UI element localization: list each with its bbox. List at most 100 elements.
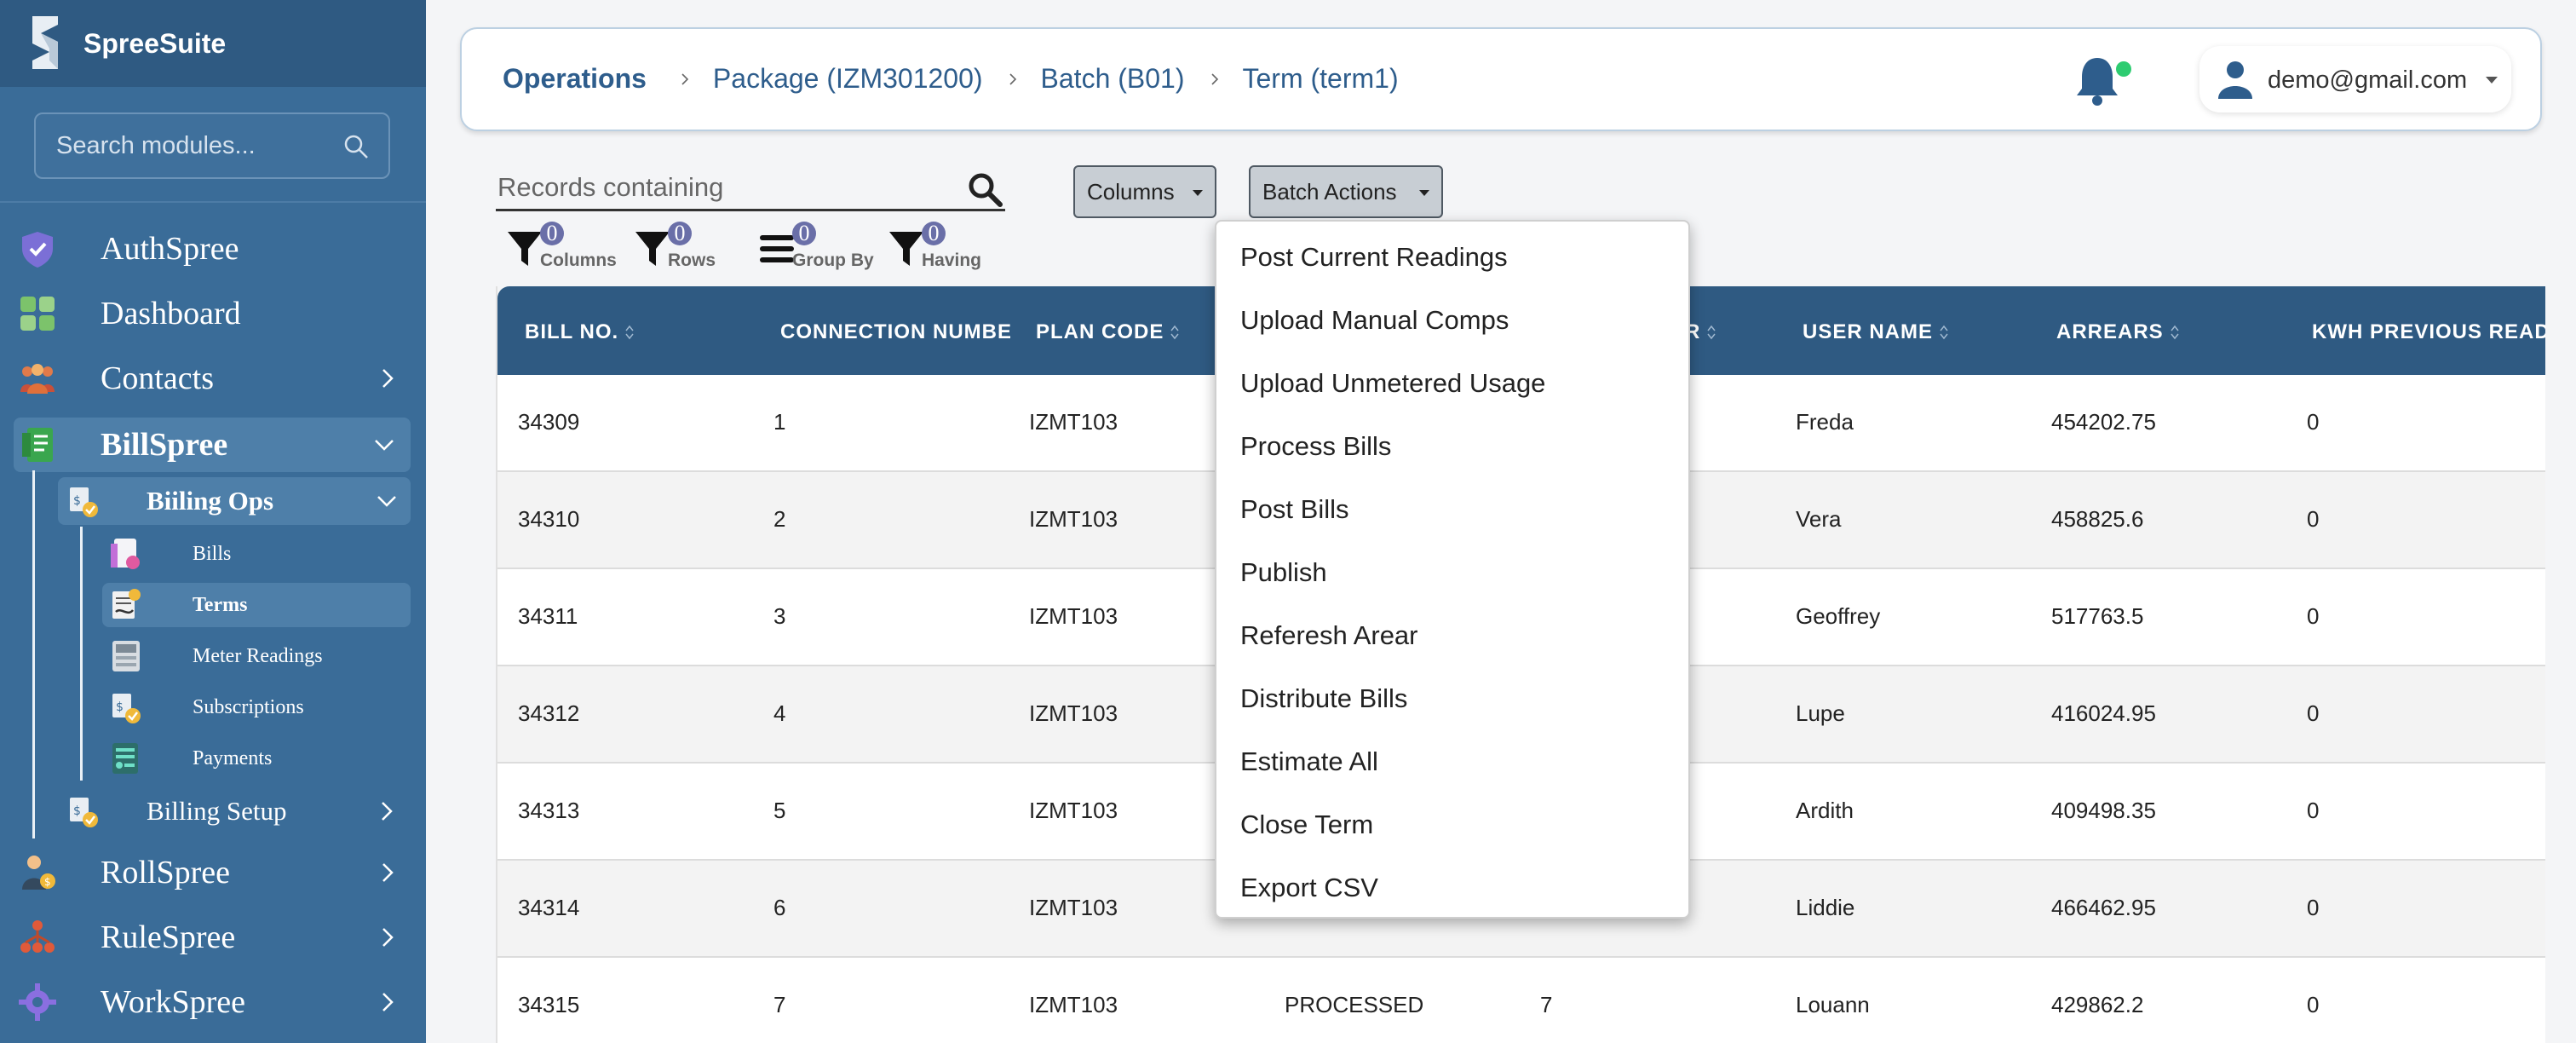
sort-icon bbox=[1940, 325, 1948, 340]
chevron-right-icon bbox=[1210, 72, 1218, 85]
sidebar-item-payments[interactable]: Payments bbox=[102, 736, 411, 781]
menu-item-referesh-arear[interactable]: Referesh Arear bbox=[1240, 620, 1418, 650]
menu-item-upload-manual-comps[interactable]: Upload Manual Comps bbox=[1240, 305, 1509, 335]
sidebar-item-label: Contacts bbox=[101, 360, 214, 396]
chevron-right-icon bbox=[681, 72, 689, 85]
sort-icon bbox=[1707, 325, 1716, 340]
sidebar-item-contacts[interactable]: Contacts bbox=[0, 351, 426, 406]
sidebar-item-label: Subscriptions bbox=[193, 695, 304, 718]
menu-item-publish[interactable]: Publish bbox=[1240, 557, 1327, 587]
chevron-right-icon[interactable] bbox=[375, 860, 400, 885]
sidebar-item-subscriptions[interactable]: $ Subscriptions bbox=[102, 685, 411, 729]
module-search-box[interactable] bbox=[34, 112, 390, 179]
table-cell: Ardith bbox=[1796, 798, 1854, 823]
menu-item-export-csv[interactable]: Export CSV bbox=[1240, 873, 1378, 902]
menu-item-distribute-bills[interactable]: Distribute Bills bbox=[1240, 683, 1408, 713]
table-cell: 409498.35 bbox=[2051, 798, 2156, 823]
search-icon[interactable] bbox=[966, 170, 1003, 208]
chevron-right-icon[interactable] bbox=[375, 989, 400, 1015]
breadcrumb-batch[interactable]: Batch (B01) bbox=[1040, 63, 1185, 94]
tree-line bbox=[80, 527, 83, 781]
dashboard-icon bbox=[20, 297, 55, 331]
table-cell: 4 bbox=[773, 700, 786, 726]
table-cell: 466462.95 bbox=[2051, 895, 2156, 920]
column-header-connection-number[interactable]: CONNECTION NUMBE bbox=[780, 320, 1010, 343]
columns-dropdown-button[interactable]: Columns bbox=[1073, 165, 1216, 218]
column-header-bill-no[interactable]: BILL NO. bbox=[525, 320, 746, 344]
batch-actions-dropdown-button[interactable]: Batch Actions bbox=[1249, 165, 1443, 218]
column-header-user-name[interactable]: USER NAME bbox=[1803, 320, 2024, 344]
sidebar-item-billing-setup[interactable]: $ Billing Setup bbox=[58, 787, 411, 835]
table-cell: 6 bbox=[773, 895, 786, 920]
table-cell: IZMT103 bbox=[1029, 506, 1118, 532]
chevron-right-icon[interactable] bbox=[375, 799, 399, 823]
sidebar-item-terms[interactable]: Terms bbox=[102, 583, 411, 627]
sidebar-item-dashboard[interactable]: Dashboard bbox=[0, 286, 426, 341]
records-search-input[interactable] bbox=[497, 172, 940, 203]
sidebar-item-label: Terms bbox=[193, 593, 248, 616]
sidebar-item-workspree[interactable]: WorkSpree bbox=[0, 975, 426, 1029]
menu-item-post-current-readings[interactable]: Post Current Readings bbox=[1240, 242, 1508, 272]
table-cell: Lupe bbox=[1796, 700, 1845, 726]
billing-ops-icon: $ bbox=[70, 487, 98, 517]
column-header-kwh-previous-reading[interactable]: KWH PREVIOUS READ bbox=[2312, 320, 2545, 343]
sidebar-item-label: Dashboard bbox=[101, 296, 241, 331]
sidebar-item-rollspree[interactable]: $ RollSpree bbox=[0, 845, 426, 900]
rulespree-icon bbox=[20, 920, 55, 953]
brand[interactable]: SpreeSuite bbox=[0, 0, 426, 87]
sidebar-item-rulespree[interactable]: RuleSpree bbox=[0, 910, 426, 965]
column-header-arrears[interactable]: ARREARS bbox=[2056, 320, 2278, 344]
table-cell: 34312 bbox=[518, 700, 580, 726]
table-cell: 0 bbox=[2307, 409, 2320, 435]
sidebar-item-billing-ops[interactable]: $ Biiling Ops bbox=[58, 477, 411, 525]
gear-icon bbox=[19, 983, 56, 1021]
sidebar-item-billspree[interactable]: BillSpree bbox=[14, 418, 411, 472]
table-cell: Liddie bbox=[1796, 895, 1855, 920]
filter-label: Rows bbox=[668, 251, 716, 270]
sidebar-item-authspree[interactable]: AuthSpree bbox=[0, 222, 426, 276]
menu-item-close-term[interactable]: Close Term bbox=[1240, 810, 1374, 839]
breadcrumb-package[interactable]: Package (IZM301200) bbox=[712, 63, 983, 94]
shield-icon bbox=[22, 232, 53, 268]
column-header-meter[interactable]: R bbox=[1685, 320, 1770, 344]
menu-item-post-bills[interactable]: Post Bills bbox=[1240, 494, 1349, 524]
breadcrumb-operations[interactable]: Operations bbox=[503, 63, 647, 94]
table-cell: 416024.95 bbox=[2051, 700, 2156, 726]
table-cell: 34313 bbox=[518, 798, 580, 823]
table-cell: 34315 bbox=[518, 992, 580, 1017]
menu-item-estimate-all[interactable]: Estimate All bbox=[1240, 746, 1378, 776]
filter-count-badge: 0 bbox=[540, 222, 564, 245]
table-row[interactable]: 34315 7 IZMT103 PROCESSED 7 Louann 429862.2 0 bbox=[497, 958, 2545, 1043]
table-cell: 34309 bbox=[518, 409, 580, 435]
subscriptions-icon: $ bbox=[112, 694, 141, 723]
table-cell: 0 bbox=[2307, 603, 2320, 629]
chevron-down-icon bbox=[1193, 190, 1203, 196]
records-search[interactable] bbox=[496, 167, 1005, 211]
chevron-right-icon[interactable] bbox=[375, 925, 400, 950]
table-cell: 429862.2 bbox=[2051, 992, 2144, 1017]
table-cell: 517763.5 bbox=[2051, 603, 2144, 629]
module-search-input[interactable] bbox=[56, 131, 337, 160]
sidebar-item-label: AuthSpree bbox=[101, 231, 239, 267]
chevron-down-icon bbox=[1419, 190, 1429, 196]
user-menu[interactable]: demo@gmail.com bbox=[2199, 46, 2511, 112]
breadcrumb-term[interactable]: Term (term1) bbox=[1242, 63, 1399, 94]
table-cell: 454202.75 bbox=[2051, 409, 2156, 435]
chevron-down-icon[interactable] bbox=[371, 432, 397, 458]
table-cell: Vera bbox=[1796, 506, 1842, 532]
chevron-down-icon[interactable] bbox=[375, 489, 399, 513]
table-cell: 0 bbox=[2307, 992, 2320, 1017]
menu-item-upload-unmetered-usage[interactable]: Upload Unmetered Usage bbox=[1240, 368, 1546, 398]
table-cell: 7 bbox=[773, 992, 786, 1017]
table-cell: 0 bbox=[2307, 506, 2320, 532]
sort-icon bbox=[2171, 325, 2179, 340]
column-header-plan-code[interactable]: PLAN CODE bbox=[1036, 320, 1257, 344]
table-cell: 34310 bbox=[518, 506, 580, 532]
sidebar-item-bills[interactable]: Bills bbox=[102, 532, 411, 576]
bell-icon[interactable] bbox=[2070, 53, 2125, 107]
table-cell: 2 bbox=[773, 506, 786, 532]
sidebar-item-meter-readings[interactable]: Meter Readings bbox=[102, 634, 411, 678]
chevron-right-icon[interactable] bbox=[375, 366, 400, 391]
search-icon[interactable] bbox=[342, 133, 370, 160]
menu-item-process-bills[interactable]: Process Bills bbox=[1240, 431, 1392, 461]
